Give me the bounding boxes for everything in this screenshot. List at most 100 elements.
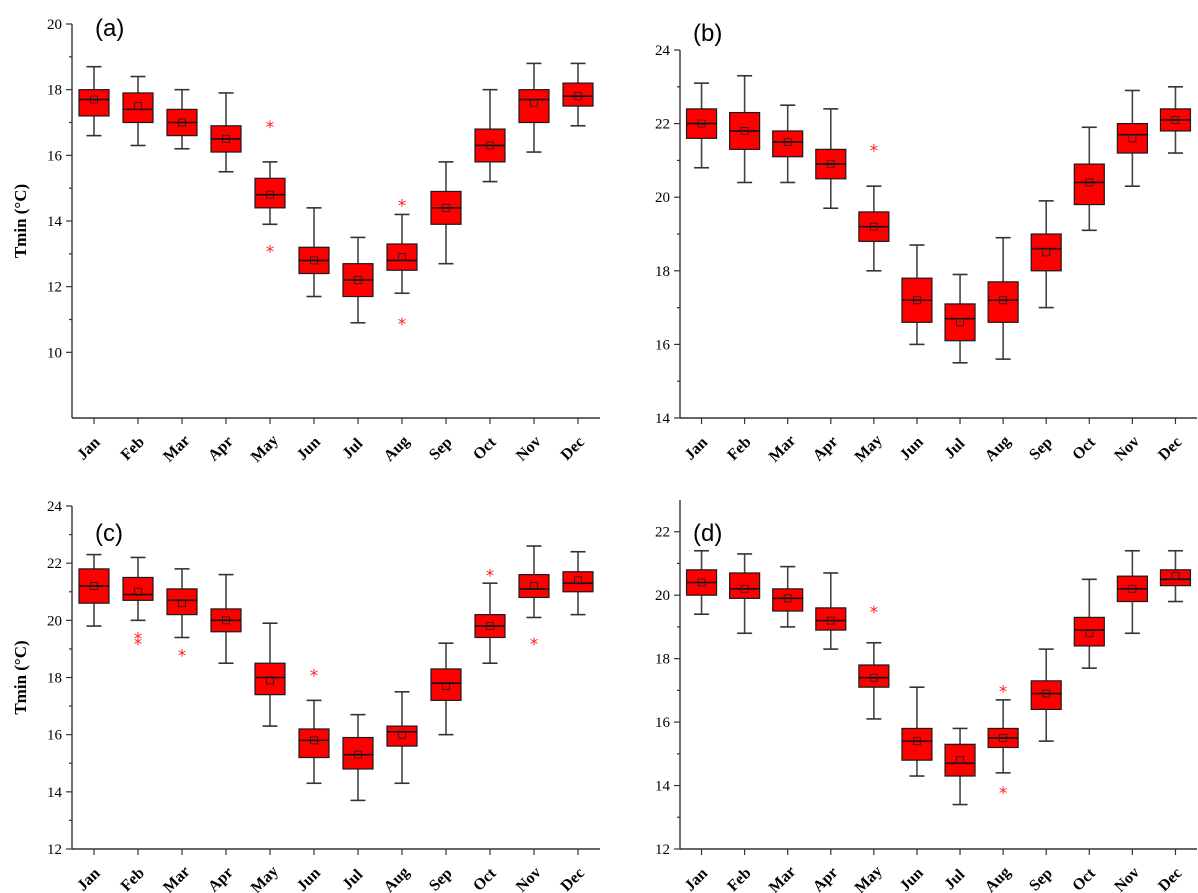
mean-marker bbox=[486, 141, 494, 150]
y-tick-label: 12 bbox=[655, 842, 670, 858]
box-nov bbox=[1116, 549, 1148, 635]
y-tick-label: 14 bbox=[47, 785, 63, 801]
mean-marker bbox=[310, 736, 318, 745]
box-dec bbox=[1159, 549, 1192, 603]
box-jan bbox=[78, 553, 110, 627]
iqr-box bbox=[254, 177, 286, 209]
iqr-box bbox=[298, 728, 330, 759]
iqr-box bbox=[772, 588, 804, 612]
y-tick-label: 14 bbox=[655, 411, 671, 427]
box-sep bbox=[1030, 648, 1062, 742]
outlier-point: * bbox=[266, 243, 275, 263]
box-feb: ** bbox=[122, 556, 154, 655]
y-tick-label: 10 bbox=[47, 345, 62, 361]
y-tick-label: 18 bbox=[47, 671, 62, 687]
x-tick-label: Jun bbox=[897, 865, 927, 893]
y-tick-label: 24 bbox=[47, 499, 63, 515]
mean-marker bbox=[740, 127, 749, 135]
mean-marker bbox=[486, 622, 494, 630]
mean-marker bbox=[1128, 134, 1137, 143]
x-tick-label: Jan bbox=[74, 865, 104, 893]
mean-marker bbox=[826, 160, 835, 169]
panel-label: (b) bbox=[693, 20, 722, 47]
box-jun bbox=[901, 686, 933, 777]
mean-marker bbox=[740, 584, 749, 593]
outlier-point: * bbox=[870, 141, 879, 161]
iqr-box bbox=[944, 743, 976, 777]
mean-marker bbox=[1042, 689, 1051, 698]
y-tick-label: 20 bbox=[655, 588, 670, 604]
x-tick-label: Mar bbox=[160, 432, 193, 465]
x-tick-label: Dec bbox=[1155, 434, 1185, 464]
y-tick-label: 16 bbox=[655, 715, 671, 731]
x-tick-label: Jun bbox=[897, 434, 927, 464]
box-jan bbox=[78, 65, 110, 137]
x-tick-label: Aug bbox=[381, 864, 413, 893]
mean-marker bbox=[783, 138, 792, 146]
x-tick-label: May bbox=[852, 863, 886, 893]
y-axis-title: Tmin (°C) bbox=[11, 184, 30, 258]
outlier-point: * bbox=[486, 567, 495, 587]
x-tick-label: Feb bbox=[724, 865, 754, 893]
iqr-box bbox=[815, 607, 847, 631]
outlier-point: * bbox=[398, 197, 407, 217]
panel-label: (c) bbox=[95, 520, 123, 547]
panel-a: 10 12 14 16 18 20 Tmin (°C) (a) Jan Feb Mar Apr May J… bbox=[11, 15, 600, 466]
box-jul bbox=[342, 713, 374, 802]
mean-marker bbox=[999, 734, 1008, 742]
box-jun: * bbox=[298, 667, 330, 785]
iqr-box bbox=[562, 571, 594, 593]
y-tick-label: 22 bbox=[655, 117, 670, 133]
mean-marker bbox=[530, 98, 538, 107]
x-tick-label: Feb bbox=[118, 865, 148, 893]
box-jan bbox=[685, 549, 718, 616]
box-dec bbox=[562, 62, 594, 127]
x-tick-label: Apr bbox=[205, 864, 237, 893]
box-apr bbox=[210, 92, 242, 173]
panel-label: (d) bbox=[693, 520, 722, 547]
mean-marker bbox=[1085, 178, 1094, 187]
x-tick-label: Jan bbox=[682, 434, 712, 464]
box-aug bbox=[987, 236, 1019, 360]
x-tick-label: Oct bbox=[1069, 865, 1099, 893]
box-jul bbox=[944, 727, 976, 806]
x-tick-label: Nov bbox=[1111, 864, 1143, 893]
y-tick-label: 24 bbox=[655, 43, 671, 59]
x-tick-label: Jan bbox=[682, 865, 712, 893]
x-tick-label: Nov bbox=[1111, 433, 1143, 465]
x-tick-label: Nov bbox=[513, 864, 545, 893]
outlier-point: * bbox=[310, 667, 319, 687]
mean-marker bbox=[697, 119, 706, 128]
box-may: ** bbox=[254, 118, 286, 263]
mean-marker bbox=[134, 102, 142, 111]
mean-marker bbox=[783, 594, 792, 603]
iqr-box bbox=[342, 736, 374, 770]
iqr-box bbox=[430, 668, 462, 701]
x-tick-label: Aug bbox=[982, 433, 1014, 465]
mean-marker bbox=[1171, 115, 1180, 124]
iqr-box bbox=[772, 130, 804, 158]
y-tick-label: 12 bbox=[47, 280, 62, 296]
box-nov bbox=[518, 62, 550, 153]
y-tick-label: 22 bbox=[47, 556, 62, 572]
box-nov: * bbox=[518, 545, 550, 655]
iqr-box bbox=[254, 662, 286, 696]
panel-c: 12 14 16 18 20 22 24 Tmin (°C) (c) Jan Feb Mar Apr Ma… bbox=[11, 499, 600, 893]
y-tick-label: 20 bbox=[655, 190, 670, 206]
mean-marker bbox=[442, 682, 450, 691]
y-tick-label: 16 bbox=[47, 728, 63, 744]
x-tick-label: Mar bbox=[766, 863, 799, 893]
mean-marker bbox=[266, 190, 274, 199]
mean-marker bbox=[956, 318, 964, 327]
x-tick-label: Jun bbox=[294, 434, 324, 464]
mean-marker bbox=[956, 756, 964, 765]
box-oct bbox=[1073, 126, 1105, 232]
box-oct: * bbox=[474, 567, 506, 665]
x-tick-label: May bbox=[248, 432, 282, 466]
panel-b: 14 16 18 20 22 24 (b) Jan Feb Mar Apr May Jun Jul Aug S… bbox=[655, 20, 1197, 466]
box-feb bbox=[729, 553, 761, 635]
outlier-point: * bbox=[134, 629, 143, 649]
x-tick-label: Jul bbox=[339, 435, 367, 463]
y-tick-label: 20 bbox=[47, 17, 62, 33]
